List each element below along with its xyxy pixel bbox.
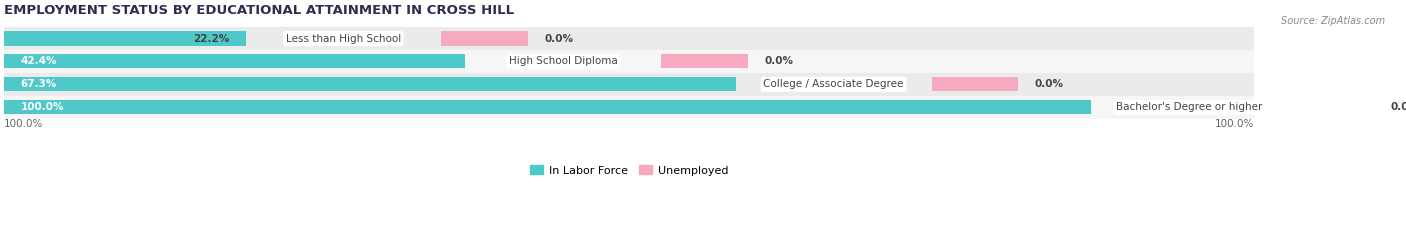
- Bar: [4, 73, 1254, 96]
- Text: High School Diploma: High School Diploma: [509, 56, 617, 66]
- Legend: In Labor Force, Unemployed: In Labor Force, Unemployed: [526, 161, 733, 180]
- Text: College / Associate Degree: College / Associate Degree: [763, 79, 904, 89]
- Text: 42.4%: 42.4%: [21, 56, 58, 66]
- Text: Less than High School: Less than High School: [285, 34, 401, 44]
- Text: 100.0%: 100.0%: [21, 102, 65, 112]
- Text: 100.0%: 100.0%: [1215, 119, 1254, 129]
- Text: 0.0%: 0.0%: [763, 56, 793, 66]
- Bar: [4, 100, 1091, 114]
- Bar: [4, 50, 1254, 73]
- Bar: [4, 54, 465, 69]
- Text: 67.3%: 67.3%: [21, 79, 56, 89]
- Text: Bachelor's Degree or higher: Bachelor's Degree or higher: [1116, 102, 1263, 112]
- Text: EMPLOYMENT STATUS BY EDUCATIONAL ATTAINMENT IN CROSS HILL: EMPLOYMENT STATUS BY EDUCATIONAL ATTAINM…: [4, 4, 515, 17]
- Bar: [4, 96, 1254, 119]
- Bar: [661, 54, 748, 69]
- Bar: [4, 31, 246, 46]
- Bar: [932, 77, 1018, 91]
- Text: 0.0%: 0.0%: [544, 34, 574, 44]
- Text: 22.2%: 22.2%: [193, 34, 229, 44]
- Bar: [4, 27, 1254, 50]
- Text: 100.0%: 100.0%: [4, 119, 44, 129]
- Text: 0.0%: 0.0%: [1035, 79, 1064, 89]
- Text: 0.0%: 0.0%: [1391, 102, 1406, 112]
- Text: Source: ZipAtlas.com: Source: ZipAtlas.com: [1281, 16, 1385, 26]
- Bar: [4, 77, 735, 91]
- Bar: [441, 31, 529, 46]
- Bar: [1286, 100, 1374, 114]
